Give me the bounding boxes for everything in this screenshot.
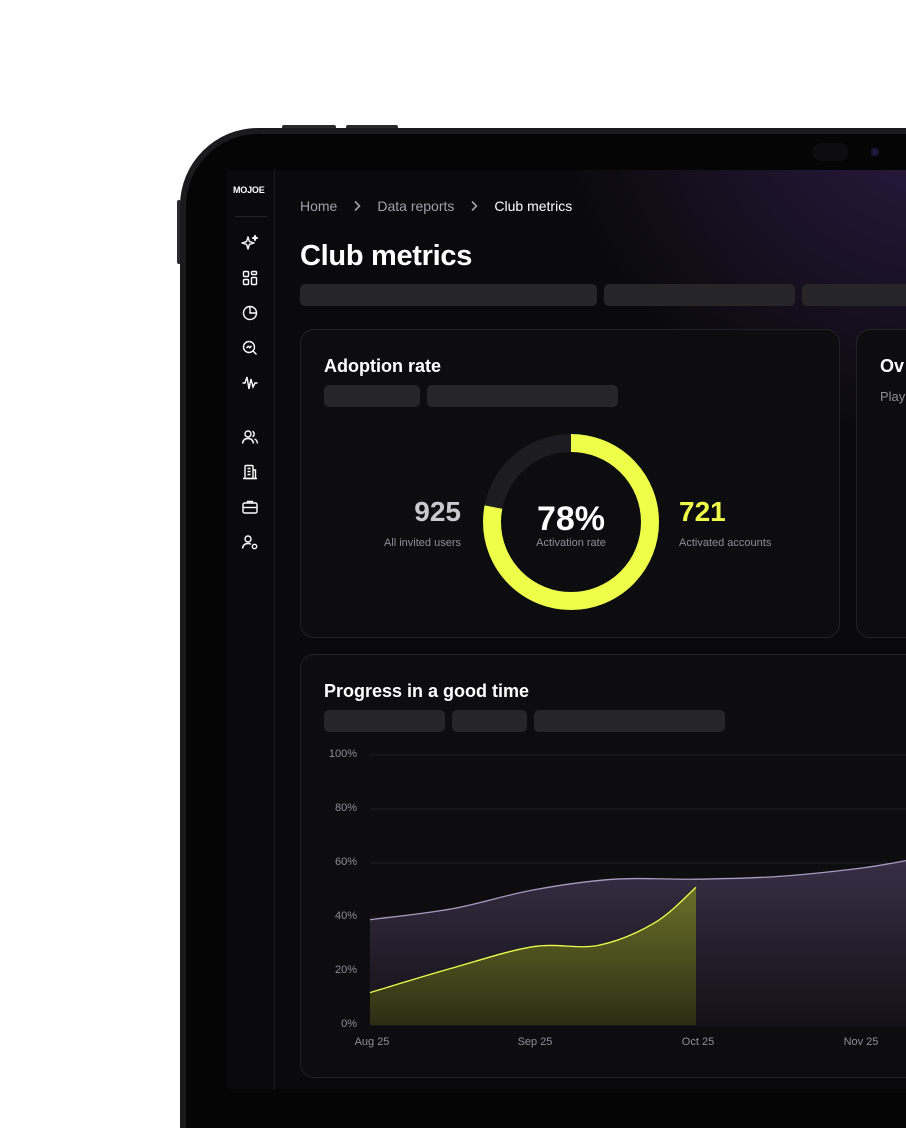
invited-users-value: 925 — [414, 496, 461, 527]
progress-chart-card: Progress in a good time 100% 80% 60% 40% 20%… — [300, 654, 906, 1078]
progress-chart: 100% 80% 60% 40% 20% 0% Aug 25 Sep 25 Oct 25 Nov … — [301, 655, 906, 1077]
adoption-rate-card: Adoption rate 925 All invited users 78% … — [300, 329, 840, 638]
card-subtitle: Play — [880, 389, 906, 404]
search-analytics-icon[interactable] — [241, 339, 259, 357]
y-tick-label: 80% — [334, 802, 357, 814]
x-tick-label: Sep 25 — [517, 1036, 553, 1048]
camera-lens — [871, 148, 879, 156]
briefcase-icon[interactable] — [241, 498, 259, 516]
y-tick-label: 100% — [328, 748, 357, 760]
donut-progress-arc — [483, 434, 659, 610]
x-tick-label: Oct 25 — [681, 1036, 715, 1048]
breadcrumb-current: Club metrics — [494, 198, 573, 214]
app-logo[interactable]: MOJOE — [233, 185, 265, 195]
breadcrumb-data-reports[interactable]: Data reports — [377, 198, 455, 214]
breadcrumb-home[interactable]: Home — [300, 198, 338, 214]
users-icon[interactable] — [241, 428, 259, 446]
activated-accounts-value: 721 — [679, 496, 726, 527]
y-tick-label: 20% — [334, 964, 357, 976]
building-icon[interactable] — [241, 463, 259, 481]
activation-donut — [483, 434, 659, 610]
y-tick-label: 60% — [334, 856, 357, 868]
app-screen: MOJOE Home — [227, 170, 906, 1089]
sidebar: MOJOE — [227, 170, 275, 1089]
chevron-right-icon — [354, 200, 361, 212]
card-title: Adoption rate — [324, 356, 441, 376]
placeholder-bar — [324, 710, 445, 732]
placeholder-bar — [324, 385, 420, 407]
placeholder-bar — [300, 284, 597, 306]
activation-rate-label: Activation rate — [536, 537, 606, 549]
dashboard-icon[interactable] — [241, 269, 259, 287]
series-area-2 — [370, 887, 696, 1025]
breadcrumb: Home Data reports Club metrics — [300, 198, 572, 214]
sidebar-divider — [235, 216, 267, 217]
page-title: Club metrics — [300, 240, 473, 272]
x-tick-label: Nov 25 — [843, 1036, 879, 1048]
series-line-1 — [369, 859, 906, 921]
series-line-2 — [369, 886, 697, 994]
placeholder-bar — [534, 710, 725, 732]
pie-chart-icon[interactable] — [241, 304, 259, 322]
waveform-icon[interactable] — [241, 374, 259, 392]
chevron-right-icon — [471, 200, 479, 212]
card-title: Progress in a good time — [324, 681, 530, 701]
x-tick-label: Aug 25 — [354, 1036, 390, 1048]
user-settings-icon[interactable] — [241, 533, 259, 551]
sparkles-icon[interactable] — [241, 234, 259, 252]
placeholder-bar — [604, 284, 795, 306]
invited-users-label: All invited users — [383, 537, 461, 549]
volume-up-button — [282, 125, 336, 129]
placeholder-bar — [802, 284, 906, 306]
placeholder-bar — [427, 385, 618, 407]
activated-accounts-label: Activated accounts — [679, 537, 772, 549]
placeholder-bar — [452, 710, 527, 732]
y-tick-label: 0% — [341, 1018, 357, 1030]
y-tick-label: 40% — [334, 910, 357, 922]
activation-rate-value: 78% — [536, 500, 606, 538]
chart-svg — [369, 754, 906, 1026]
volume-down-button — [346, 125, 398, 129]
power-button — [177, 200, 181, 264]
camera-housing — [812, 143, 848, 161]
card-title: Ov — [880, 356, 905, 376]
overview-card: Ov Play — [856, 329, 906, 638]
